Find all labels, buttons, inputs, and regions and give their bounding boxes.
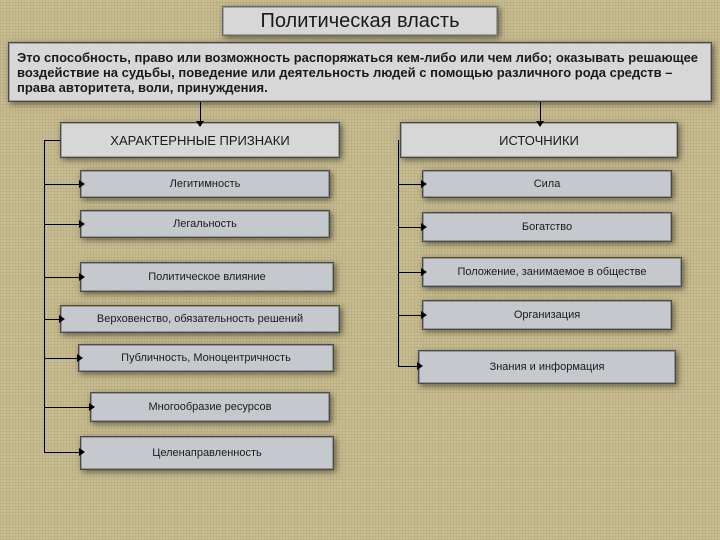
arrowhead-icon [79, 448, 85, 456]
connector-line [44, 140, 45, 452]
connector-line [44, 319, 60, 320]
arrowhead-icon [421, 180, 427, 188]
connector-line [44, 407, 90, 408]
left-header: ХАРАКТЕРННЫЕ ПРИЗНАКИ [60, 122, 340, 158]
arrowhead-icon [536, 121, 544, 127]
connector-line [44, 452, 80, 453]
right-item-3: Организация [422, 300, 672, 330]
connector-line [44, 358, 78, 359]
right-item-2: Положение, занимаемое в обществе [422, 257, 682, 287]
left-item-2: Политическое влияние [80, 262, 334, 292]
arrowhead-icon [79, 220, 85, 228]
connector-line [398, 184, 422, 185]
connector-line [44, 224, 80, 225]
right-item-0: Сила [422, 170, 672, 198]
arrowhead-icon [79, 273, 85, 281]
connector-line [398, 366, 418, 367]
arrowhead-icon [89, 403, 95, 411]
left-item-3: Верховенство, обязательность решений [60, 305, 340, 333]
connector-line [200, 102, 201, 122]
connector-line [398, 315, 422, 316]
left-item-5: Многообразие ресурсов [90, 392, 330, 422]
connector-line [398, 227, 422, 228]
connector-line [44, 277, 80, 278]
right-item-1: Богатство [422, 212, 672, 242]
left-item-4: Публичность, Моноцентричность [78, 344, 334, 372]
diagram-canvas: Политическая власть Это способность, прав… [0, 0, 720, 540]
arrowhead-icon [196, 121, 204, 127]
arrowhead-icon [421, 223, 427, 231]
arrowhead-icon [79, 180, 85, 188]
right-header: ИСТОЧНИКИ [400, 122, 678, 158]
connector-line [44, 140, 60, 141]
connector-line [540, 102, 541, 122]
connector-line [398, 140, 399, 366]
connector-line [398, 272, 422, 273]
left-item-6: Целенаправленность [80, 436, 334, 470]
arrowhead-icon [417, 362, 423, 370]
arrowhead-icon [77, 354, 83, 362]
arrowhead-icon [421, 311, 427, 319]
title-box: Политическая власть [222, 6, 498, 36]
arrowhead-icon [421, 268, 427, 276]
arrowhead-icon [59, 315, 65, 323]
connector-line [44, 184, 80, 185]
left-item-0: Легитимность [80, 170, 330, 198]
left-item-1: Легальность [80, 210, 330, 238]
definition-box: Это способность, право или возможность р… [8, 42, 712, 102]
right-item-4: Знания и информация [418, 350, 676, 384]
